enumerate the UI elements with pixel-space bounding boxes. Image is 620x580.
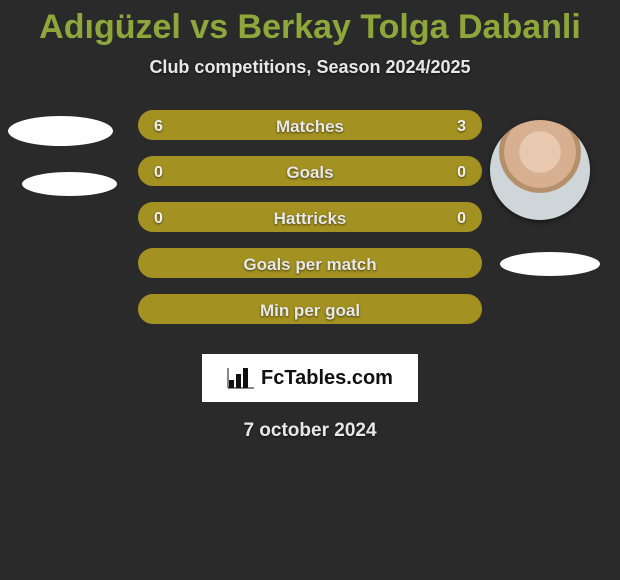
stat-row: 0Goals0: [138, 156, 482, 186]
stat-value-right: 3: [457, 112, 466, 140]
stat-row: 0Hattricks0: [138, 202, 482, 232]
bar-chart-icon: [227, 366, 255, 390]
fctables-logo: FcTables.com: [202, 354, 418, 402]
player-right-avatar: [490, 120, 590, 220]
stat-label: Goals per match: [140, 250, 480, 278]
stat-label: Hattricks: [140, 204, 480, 232]
player-right-avatar-placeholder: [500, 252, 600, 276]
player-left-avatar-placeholder-2: [22, 172, 117, 196]
stat-label: Matches: [140, 112, 480, 140]
stat-row: Min per goal: [138, 294, 482, 324]
stats-rows: 6Matches30Goals00Hattricks0Goals per mat…: [138, 110, 482, 340]
stats-area: 6Matches30Goals00Hattricks0Goals per mat…: [0, 110, 620, 350]
comparison-subtitle: Club competitions, Season 2024/2025: [0, 57, 620, 78]
comparison-title: Adıgüzel vs Berkay Tolga Dabanli: [0, 0, 620, 47]
logo-text: FcTables.com: [261, 367, 393, 390]
stat-row: Goals per match: [138, 248, 482, 278]
player-left-avatar-placeholder-1: [8, 116, 113, 146]
snapshot-date: 7 october 2024: [0, 420, 620, 442]
stat-label: Goals: [140, 158, 480, 186]
stat-value-right: 0: [457, 158, 466, 186]
stat-row: 6Matches3: [138, 110, 482, 140]
stat-label: Min per goal: [140, 296, 480, 324]
stat-value-right: 0: [457, 204, 466, 232]
